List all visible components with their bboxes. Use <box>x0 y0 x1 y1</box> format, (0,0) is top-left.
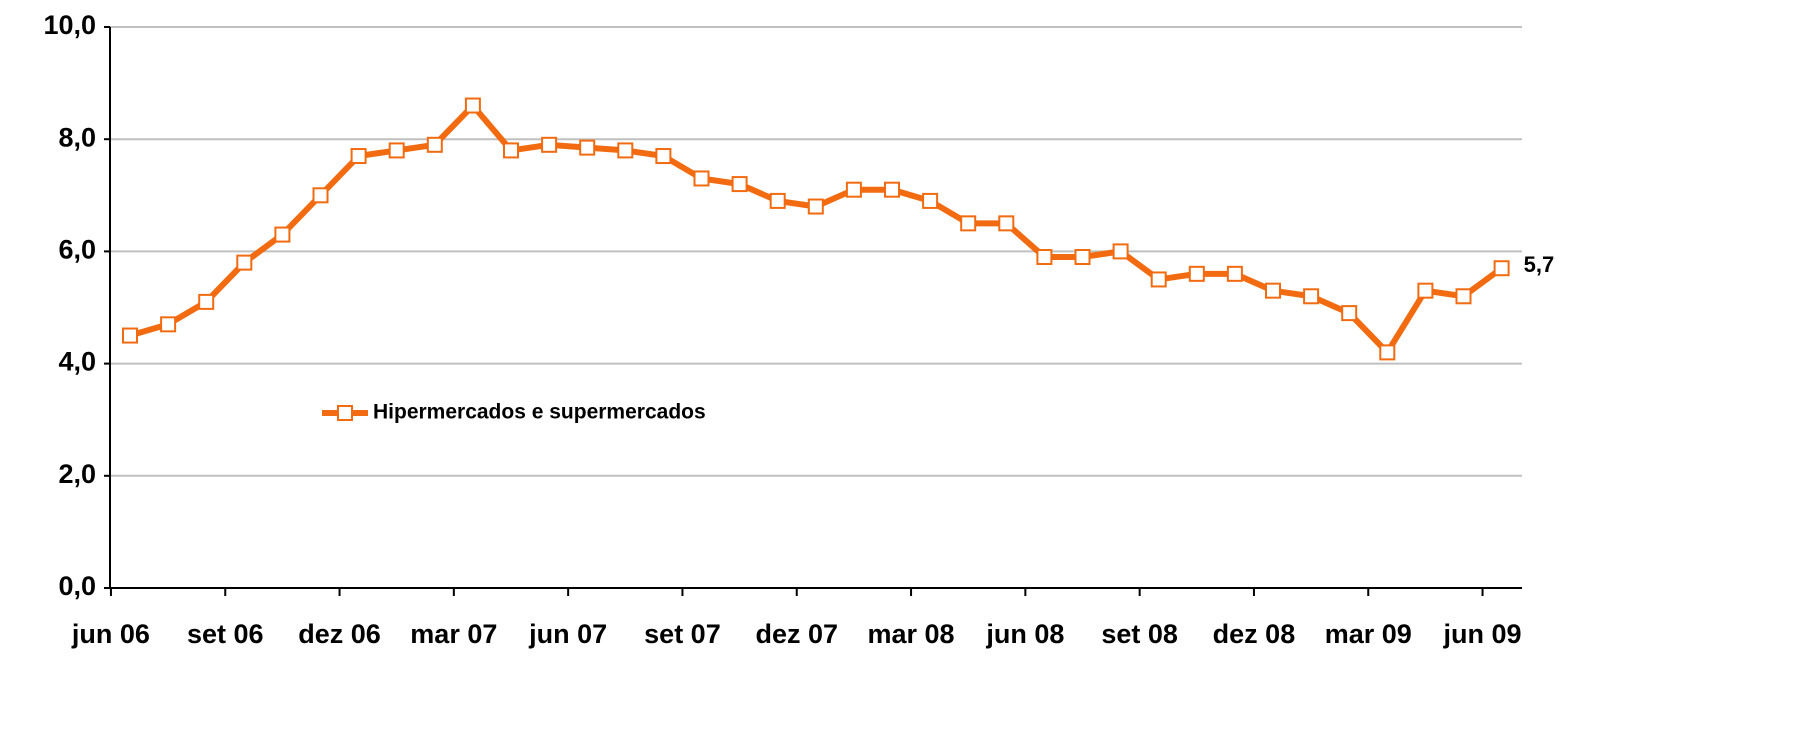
data-point <box>617 142 634 159</box>
data-point <box>807 198 824 215</box>
data-point <box>1341 305 1358 322</box>
data-point <box>1188 265 1205 282</box>
data-point <box>1417 282 1434 299</box>
x-tick-label: jun 08 <box>985 619 1064 649</box>
data-point <box>350 148 367 165</box>
data-point <box>160 316 177 333</box>
data-point <box>1074 249 1091 266</box>
legend-label: Hipermercados e supermercados <box>373 401 706 424</box>
data-point <box>388 142 405 159</box>
data-point <box>1112 243 1129 260</box>
y-tick-label: 8,0 <box>58 122 96 152</box>
data-point <box>731 176 748 193</box>
data-point <box>541 136 558 153</box>
data-point <box>1150 271 1167 288</box>
data-point <box>884 181 900 198</box>
x-tick-label: dez 07 <box>755 619 838 649</box>
data-point <box>503 142 519 159</box>
x-tick-label: set 08 <box>1101 619 1178 649</box>
y-tick-label: 0,0 <box>58 571 96 601</box>
data-point <box>274 226 291 243</box>
data-point <box>998 215 1015 232</box>
data-point <box>1379 344 1396 361</box>
data-point <box>236 254 253 271</box>
data-point <box>1493 260 1510 277</box>
x-tick-label: jun 09 <box>1443 619 1522 649</box>
data-point <box>655 148 672 165</box>
data-point <box>960 215 977 232</box>
data-point <box>312 187 329 204</box>
data-point <box>198 293 215 310</box>
x-tick-label: jun 07 <box>528 619 607 649</box>
data-point <box>426 136 443 153</box>
y-tick-label: 4,0 <box>58 347 96 377</box>
x-tick-label: jun 06 <box>71 619 150 649</box>
x-tick-label: set 07 <box>644 619 721 649</box>
y-tick-label: 6,0 <box>58 235 96 265</box>
data-point <box>1265 282 1281 299</box>
data-point <box>1036 249 1053 266</box>
data-point <box>922 192 939 209</box>
legend-marker <box>337 405 353 421</box>
data-point <box>769 192 786 209</box>
x-tick-label: mar 07 <box>410 619 497 649</box>
data-point <box>1455 288 1472 305</box>
x-tick-label: mar 08 <box>868 619 955 649</box>
y-tick-label: 10,0 <box>43 10 96 40</box>
data-point <box>464 97 481 114</box>
data-point <box>1226 265 1243 282</box>
data-point <box>1303 288 1320 305</box>
x-tick-label: mar 09 <box>1325 619 1412 649</box>
data-point <box>579 139 596 156</box>
series-line <box>129 102 1504 356</box>
data-point <box>122 327 138 344</box>
y-tick-label: 2,0 <box>58 459 96 489</box>
data-point <box>845 181 862 198</box>
x-tick-label: set 06 <box>187 619 264 649</box>
data-point <box>693 170 710 187</box>
x-tick-label: dez 06 <box>298 619 381 649</box>
x-tick-label: dez 08 <box>1213 619 1296 649</box>
data-label: 5,7 <box>1524 252 1555 277</box>
